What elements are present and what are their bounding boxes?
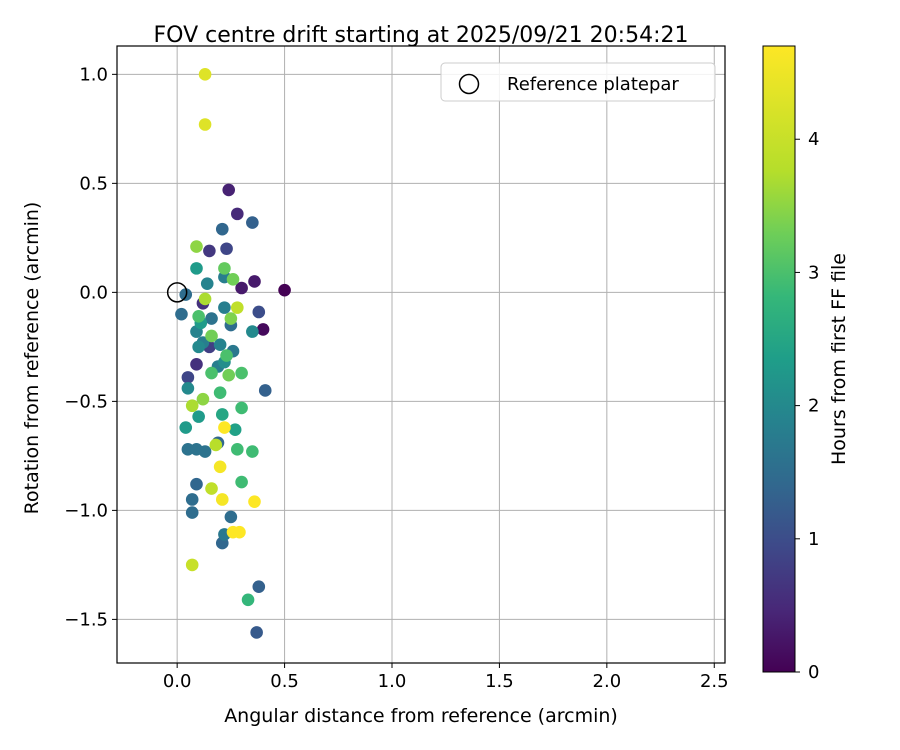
data-point [224, 312, 238, 325]
data-point [185, 493, 199, 506]
y-tick-label: −1.5 [64, 609, 108, 630]
data-point [252, 305, 266, 319]
y-tick-label: −1.0 [64, 500, 108, 521]
colorbar-gradient [762, 45, 796, 673]
data-point [185, 558, 199, 572]
data-point [250, 626, 263, 639]
data-point [224, 510, 238, 524]
x-tick-label: 1.5 [485, 671, 514, 692]
data-point [181, 381, 195, 395]
data-point [218, 301, 231, 314]
data-point [205, 366, 218, 380]
x-tick-label: 2.0 [593, 671, 622, 692]
data-point [215, 493, 229, 506]
data-point [235, 475, 248, 489]
data-point [209, 438, 223, 452]
y-axis-ticks: 1.0 0.5 0.0 −0.5 −1.0 −1.5 [64, 64, 117, 630]
data-point [248, 495, 261, 508]
data-point [198, 118, 212, 131]
data-point [205, 312, 218, 325]
y-axis-label: Rotation from reference (arcmin) [21, 202, 43, 515]
x-tick-label: 2.5 [700, 671, 729, 692]
colorbar-label: Hours from first FF file [828, 253, 850, 465]
data-point [252, 580, 266, 593]
data-point [198, 445, 212, 458]
data-point [246, 325, 259, 338]
legend: Reference platepar [440, 62, 716, 102]
data-point [185, 399, 199, 413]
data-point [233, 525, 246, 539]
y-tick-label: 1.0 [79, 64, 108, 85]
data-point [190, 358, 203, 371]
data-point [218, 421, 231, 434]
data-point [231, 443, 244, 456]
data-point [198, 292, 212, 306]
data-point [213, 386, 227, 399]
colorbar-tick-label: 2 [808, 396, 819, 417]
data-point [181, 371, 195, 384]
data-point [196, 392, 210, 406]
colorbar-tick-label: 1 [808, 529, 819, 550]
colorbar-tick-label: 3 [808, 262, 819, 283]
data-point [205, 482, 218, 495]
colorbar-tick-label: 4 [808, 129, 819, 150]
x-tick-label: 0.5 [270, 671, 299, 692]
data-point [215, 408, 229, 421]
x-tick-label: 0.0 [163, 671, 192, 692]
data-point [220, 242, 233, 256]
colorbar: 0 1 2 3 4 Hours from first FF file [762, 45, 850, 683]
data-point [226, 272, 240, 286]
data-point [241, 593, 255, 607]
data-point [213, 338, 227, 351]
data-point [235, 281, 248, 295]
grid-lines [117, 46, 725, 663]
data-point [222, 183, 236, 197]
data-point [185, 506, 199, 519]
y-tick-label: 0.0 [79, 282, 108, 303]
data-point [248, 275, 261, 288]
data-point [220, 349, 233, 362]
legend-label: Reference platepar [507, 74, 679, 95]
data-point [231, 207, 244, 221]
data-point [278, 283, 291, 297]
data-point [179, 421, 193, 434]
data-point [200, 277, 214, 290]
data-point [203, 244, 216, 258]
data-point [205, 329, 218, 343]
x-axis-ticks: 0.0 0.5 1.0 1.5 2.0 2.5 [163, 663, 729, 692]
data-point [235, 366, 248, 380]
data-point [175, 307, 188, 321]
data-point [190, 240, 203, 253]
data-point [222, 368, 236, 382]
data-point [190, 262, 203, 275]
y-tick-label: 0.5 [79, 173, 108, 194]
data-point [190, 477, 203, 491]
colorbar-ticks: 0 1 2 3 4 [795, 129, 819, 683]
data-point [235, 401, 248, 415]
reference-point [166, 282, 188, 303]
legend-box [440, 62, 716, 102]
data-point [215, 222, 229, 236]
data-point [213, 460, 227, 474]
legend-reference-marker [458, 73, 480, 95]
chart-title: FOV centre drift starting at 2025/09/21 … [154, 23, 689, 48]
data-point [192, 310, 205, 323]
y-tick-label: −0.5 [64, 391, 108, 412]
x-axis-label: Angular distance from reference (arcmin) [224, 705, 618, 727]
x-tick-label: 1.0 [378, 671, 407, 692]
data-points [166, 68, 291, 639]
data-point [258, 384, 272, 397]
data-point [246, 445, 259, 458]
plot-frame [116, 45, 726, 664]
data-point [192, 410, 205, 423]
data-point [231, 301, 244, 314]
data-point [192, 340, 205, 354]
colorbar-tick-label: 0 [808, 662, 819, 683]
data-point [228, 423, 242, 437]
data-point [218, 262, 231, 275]
data-point [198, 68, 212, 81]
data-point [256, 323, 270, 336]
data-point [246, 216, 259, 229]
